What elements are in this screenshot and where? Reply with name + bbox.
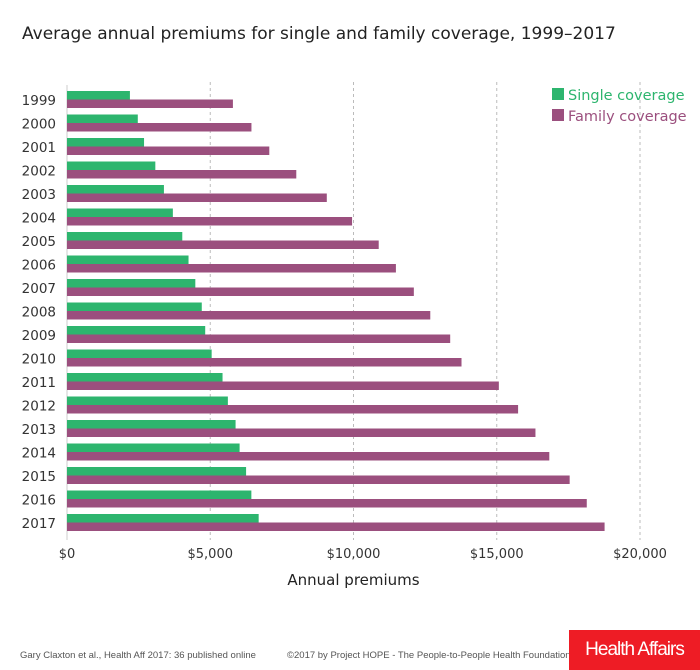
health-affairs-logo: Health Affairs xyxy=(569,630,700,670)
bar-family-coverage xyxy=(67,193,327,202)
y-tick-label: 2000 xyxy=(22,117,56,133)
y-tick-label: 2004 xyxy=(22,211,56,227)
bar-family-coverage xyxy=(67,499,587,508)
y-tick-label: 2007 xyxy=(22,281,56,297)
bar-single-coverage xyxy=(67,443,240,452)
bar-chart: $0 $5,000 $10,000 $15,000 $20,000 1999 2000 200… xyxy=(22,82,687,589)
x-tick-label: $10,000 xyxy=(327,547,381,562)
y-tick-label: 2006 xyxy=(22,258,56,274)
y-tick-label: 2005 xyxy=(22,234,56,250)
bar-single-coverage xyxy=(67,396,228,405)
bar-single-coverage xyxy=(67,208,173,217)
bar-family-coverage xyxy=(67,358,462,367)
y-tick-label: 2002 xyxy=(22,164,56,180)
bar-family-coverage xyxy=(67,381,499,390)
bar-family-coverage xyxy=(67,287,414,296)
y-tick-label: 2013 xyxy=(22,422,56,438)
bar-single-coverage xyxy=(67,255,189,264)
x-tick-label: $5,000 xyxy=(188,547,234,562)
y-tick-label: 2017 xyxy=(22,516,56,532)
bar-single-coverage xyxy=(67,279,196,288)
y-tick-label: 2015 xyxy=(22,469,56,485)
bar-single-coverage xyxy=(67,161,156,170)
bar-family-coverage xyxy=(67,264,396,273)
y-tick-label: 1999 xyxy=(22,93,56,109)
bar-family-coverage xyxy=(67,522,605,531)
bar-family-coverage xyxy=(67,405,519,414)
x-tick-label: $20,000 xyxy=(613,547,667,562)
citation: Gary Claxton et al., Health Aff 2017: 36… xyxy=(20,650,256,661)
y-tick-label: 2016 xyxy=(22,493,56,509)
bar-single-coverage xyxy=(67,185,164,194)
bar-family-coverage xyxy=(67,334,451,343)
x-axis-label: Annual premiums xyxy=(287,571,419,589)
bar-family-coverage xyxy=(67,146,270,155)
legend-swatch xyxy=(552,109,564,121)
bar-family-coverage xyxy=(67,123,252,132)
bar-single-coverage xyxy=(67,91,130,100)
bar-family-coverage xyxy=(67,170,297,179)
bar-family-coverage xyxy=(67,452,550,461)
bar-family-coverage xyxy=(67,99,233,108)
bar-single-coverage xyxy=(67,420,236,429)
bar-single-coverage xyxy=(67,373,223,382)
legend-swatch xyxy=(552,88,564,100)
y-tick-label: 2009 xyxy=(22,328,56,344)
y-tick-label: 2012 xyxy=(22,399,56,415)
bar-single-coverage xyxy=(67,514,259,523)
copyright: ©2017 by Project HOPE - The People-to-Pe… xyxy=(287,650,592,661)
y-tick-label: 2001 xyxy=(22,140,56,156)
bar-family-coverage xyxy=(67,311,431,320)
y-tick-label: 2003 xyxy=(22,187,56,203)
y-tick-label: 2014 xyxy=(22,446,56,462)
legend-label: Family coverage xyxy=(568,109,687,125)
bar-single-coverage xyxy=(67,490,252,499)
x-tick-label: $15,000 xyxy=(470,547,524,562)
bar-single-coverage xyxy=(67,349,212,358)
y-tick-label: 2010 xyxy=(22,352,56,368)
bar-family-coverage xyxy=(67,475,570,484)
chart-title: Average annual premiums for single and f… xyxy=(22,24,616,44)
bar-single-coverage xyxy=(67,114,138,123)
y-tick-label: 2011 xyxy=(22,375,56,391)
bar-family-coverage xyxy=(67,428,536,437)
bar-single-coverage xyxy=(67,232,183,241)
bar-family-coverage xyxy=(67,240,379,249)
bar-family-coverage xyxy=(67,217,353,226)
bar-single-coverage xyxy=(67,302,202,311)
legend-label: Single coverage xyxy=(568,88,685,104)
x-tick-label: $0 xyxy=(59,547,76,562)
bar-single-coverage xyxy=(67,138,145,147)
y-tick-label: 2008 xyxy=(22,305,56,321)
bar-single-coverage xyxy=(67,467,247,476)
bar-single-coverage xyxy=(67,326,206,335)
